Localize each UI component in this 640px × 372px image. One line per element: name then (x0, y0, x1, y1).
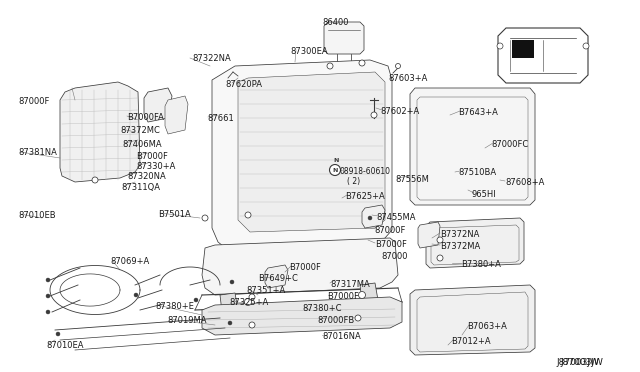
Text: 87000: 87000 (381, 252, 408, 261)
Circle shape (355, 315, 361, 321)
Text: B7000F: B7000F (327, 292, 359, 301)
Polygon shape (212, 60, 392, 250)
Polygon shape (360, 283, 378, 302)
Circle shape (437, 237, 443, 243)
Circle shape (371, 112, 377, 118)
Text: 87620PA: 87620PA (225, 80, 262, 89)
Circle shape (46, 310, 50, 314)
Circle shape (194, 298, 198, 302)
Circle shape (327, 63, 333, 69)
Text: 87510BA: 87510BA (458, 168, 496, 177)
Text: J87003JW: J87003JW (560, 358, 603, 367)
Text: B7372MA: B7372MA (440, 242, 480, 251)
Text: B7501A: B7501A (158, 210, 191, 219)
Text: 87603+A: 87603+A (388, 74, 428, 83)
Text: 87330+A: 87330+A (136, 162, 175, 171)
Circle shape (245, 212, 251, 218)
Text: 87325+A: 87325+A (229, 298, 268, 307)
Text: B7000FA: B7000FA (127, 113, 164, 122)
Text: 87602+A: 87602+A (380, 107, 419, 116)
Text: B7380+A: B7380+A (461, 260, 501, 269)
Circle shape (230, 280, 234, 284)
Text: 87661: 87661 (207, 114, 234, 123)
Circle shape (396, 64, 401, 68)
Text: 87010EB: 87010EB (18, 211, 56, 220)
Circle shape (46, 294, 50, 298)
Text: B7000F: B7000F (375, 240, 407, 249)
Text: N: N (332, 167, 338, 173)
Polygon shape (418, 222, 440, 248)
Text: B7063+A: B7063+A (467, 322, 507, 331)
Text: 87019MA: 87019MA (167, 316, 207, 325)
Text: 87069+A: 87069+A (110, 257, 149, 266)
Text: B7012+A: B7012+A (451, 337, 491, 346)
Text: ( 2): ( 2) (347, 177, 360, 186)
Text: 08918-60610: 08918-60610 (340, 167, 391, 176)
Text: 965HI: 965HI (472, 190, 497, 199)
Polygon shape (60, 82, 140, 182)
Polygon shape (426, 218, 524, 268)
Text: 87300EA: 87300EA (290, 47, 328, 56)
Text: B7649+C: B7649+C (258, 274, 298, 283)
Circle shape (134, 293, 138, 297)
Text: 87016NA: 87016NA (322, 332, 361, 341)
Text: 87380+C: 87380+C (302, 304, 342, 313)
Text: B7625+A: B7625+A (345, 192, 385, 201)
Text: 87010EA: 87010EA (46, 341, 83, 350)
Polygon shape (362, 205, 385, 228)
Text: B7000F: B7000F (289, 263, 321, 272)
Polygon shape (498, 28, 588, 83)
Polygon shape (202, 238, 398, 295)
Text: 87608+A: 87608+A (505, 178, 545, 187)
Bar (512, 40, 534, 58)
Text: B7372NA: B7372NA (440, 230, 479, 239)
Circle shape (368, 216, 372, 220)
Polygon shape (238, 72, 385, 232)
Text: 86400: 86400 (322, 18, 349, 27)
Text: 87000F: 87000F (374, 226, 405, 235)
Polygon shape (165, 96, 188, 134)
Text: B7000F: B7000F (136, 152, 168, 161)
Text: 87455MA: 87455MA (376, 213, 415, 222)
Polygon shape (410, 88, 535, 205)
Circle shape (359, 60, 365, 66)
Text: 87380+E: 87380+E (155, 302, 194, 311)
Text: 87000F: 87000F (18, 97, 49, 106)
Polygon shape (410, 285, 535, 355)
Text: 87000FC: 87000FC (491, 140, 528, 149)
Circle shape (330, 164, 340, 176)
Text: 87311QA: 87311QA (121, 183, 160, 192)
Circle shape (583, 43, 589, 49)
Circle shape (249, 294, 255, 300)
Text: 87372MC: 87372MC (120, 126, 160, 135)
Circle shape (46, 278, 50, 282)
Text: 87322NA: 87322NA (192, 54, 231, 63)
Circle shape (202, 215, 208, 221)
Text: J87003JW: J87003JW (556, 358, 599, 367)
Text: 87406MA: 87406MA (122, 140, 162, 149)
Text: N: N (333, 157, 339, 163)
Text: 87351+A: 87351+A (246, 286, 285, 295)
Polygon shape (202, 297, 402, 335)
Circle shape (92, 177, 98, 183)
Polygon shape (220, 293, 238, 312)
Polygon shape (324, 22, 364, 54)
Text: 87320NA: 87320NA (127, 172, 166, 181)
Circle shape (358, 292, 365, 298)
Text: B7643+A: B7643+A (458, 108, 498, 117)
Circle shape (437, 255, 443, 261)
Circle shape (228, 321, 232, 325)
Circle shape (56, 332, 60, 336)
Polygon shape (144, 88, 172, 122)
Circle shape (244, 298, 252, 305)
Text: 87381NA: 87381NA (18, 148, 57, 157)
Text: 87556M: 87556M (395, 175, 429, 184)
Polygon shape (265, 265, 288, 288)
Text: 87317MA: 87317MA (330, 280, 370, 289)
Text: 87000FB: 87000FB (317, 316, 355, 325)
Circle shape (249, 322, 255, 328)
Circle shape (497, 43, 503, 49)
